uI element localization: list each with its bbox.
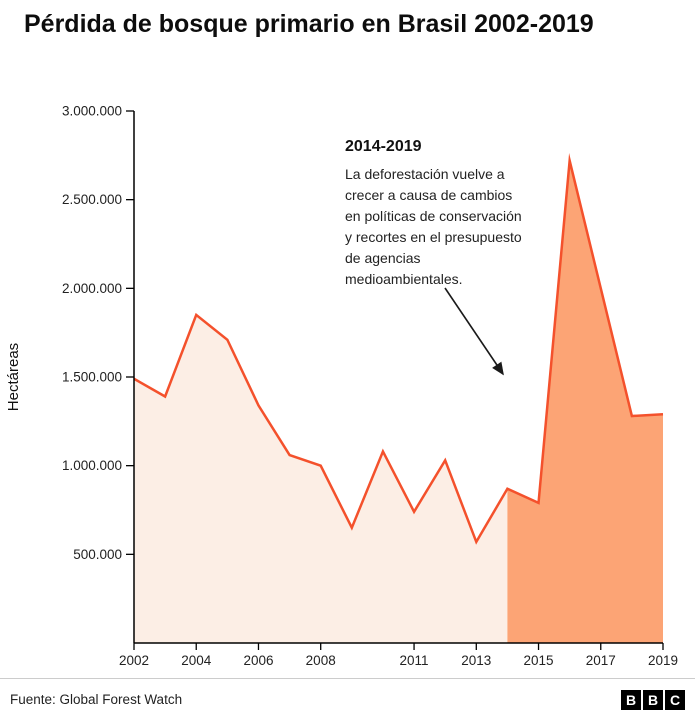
footer: Fuente: Global Forest Watch B B C xyxy=(0,678,695,720)
x-tick-label: 2004 xyxy=(181,653,212,668)
x-tick-label: 2017 xyxy=(586,653,616,668)
y-tick-label: 1.500.000 xyxy=(62,370,122,385)
x-tick-label: 2013 xyxy=(461,653,491,668)
annotation-body: La deforestación vuelve a crecer a causa… xyxy=(345,166,522,287)
x-tick-label: 2002 xyxy=(119,653,149,668)
y-tick-label: 500.000 xyxy=(73,547,122,562)
y-tick-label: 1.000.000 xyxy=(62,458,122,473)
x-tick-label: 2006 xyxy=(243,653,273,668)
source-credit: Fuente: Global Forest Watch xyxy=(10,692,183,707)
bbc-logo-block-c: C xyxy=(665,689,685,710)
annotation-heading: 2014-2019 xyxy=(345,138,422,155)
y-axis-title: Hectáreas xyxy=(5,343,22,411)
chart-svg: 3.000.000 2.500.000 2.000.000 1.500.000 1.00… xyxy=(5,104,678,669)
y-tick-label: 2.000.000 xyxy=(62,281,122,296)
area-fill-2002-2014 xyxy=(134,314,508,643)
bbc-logo-block-b1: B xyxy=(621,689,641,710)
bbc-logo-block-b2: B xyxy=(643,689,663,710)
y-tick-label: 2.500.000 xyxy=(62,192,122,207)
y-tick-label: 3.000.000 xyxy=(62,104,122,119)
bbc-logo: B B C xyxy=(621,689,685,710)
data-line xyxy=(133,153,664,545)
page-title: Pérdida de bosque primario en Brasil 200… xyxy=(24,10,594,38)
chart-layers: 3.000.000 2.500.000 2.000.000 1.500.000 1.00… xyxy=(5,104,678,669)
x-tick-label: 2019 xyxy=(648,653,678,668)
x-tick-label: 2015 xyxy=(524,653,554,668)
annotation-arrow-icon xyxy=(444,287,504,376)
area-fill-2014-2019-highlight xyxy=(507,160,663,644)
x-tick-label: 2008 xyxy=(306,653,336,668)
x-tick-label: 2011 xyxy=(400,653,429,668)
chart-annotation: 2014-2019 La deforestación vuelve a crec… xyxy=(345,138,545,290)
